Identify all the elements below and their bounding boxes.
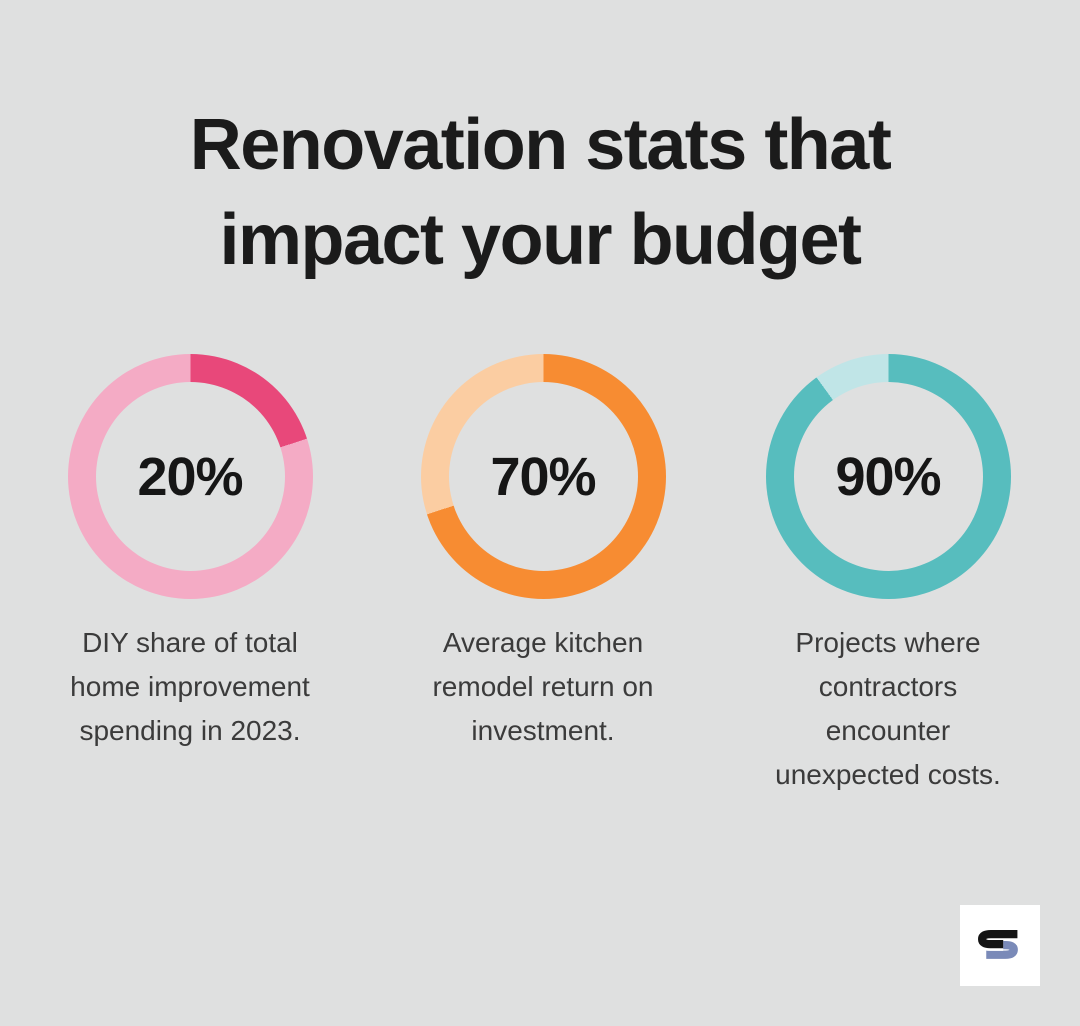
donut-hole [448,382,638,571]
donut-chart-diy-share: 20% [67,354,313,599]
s-mark-logo-icon [978,927,1018,959]
donut-percent-label: 70% [490,446,596,507]
stat-card-diy-share: 20% DIY share of total home improvement … [30,354,350,753]
donut-hole [95,382,285,571]
stat-card-kitchen-roi: 70% Average kitchen remodel return on in… [383,354,703,753]
stat-card-unexpected-costs: 90% Projects where contractors encounter… [728,354,1048,797]
donut-chart-unexpected-costs: 90% [765,354,1011,599]
donut-hole [793,382,983,571]
donut-percent-label: 90% [835,446,941,507]
stat-caption: Average kitchen remodel return on invest… [432,627,654,746]
donut-percent-label: 20% [137,446,243,507]
page-title: Renovation stats that impact your budget [189,105,892,280]
brand-logo [960,905,1040,986]
donut-chart-kitchen-roi: 70% [420,354,666,599]
stat-caption: DIY share of total home improvement spen… [70,627,310,746]
stat-caption: Projects where contractors encounter une… [775,627,1001,790]
